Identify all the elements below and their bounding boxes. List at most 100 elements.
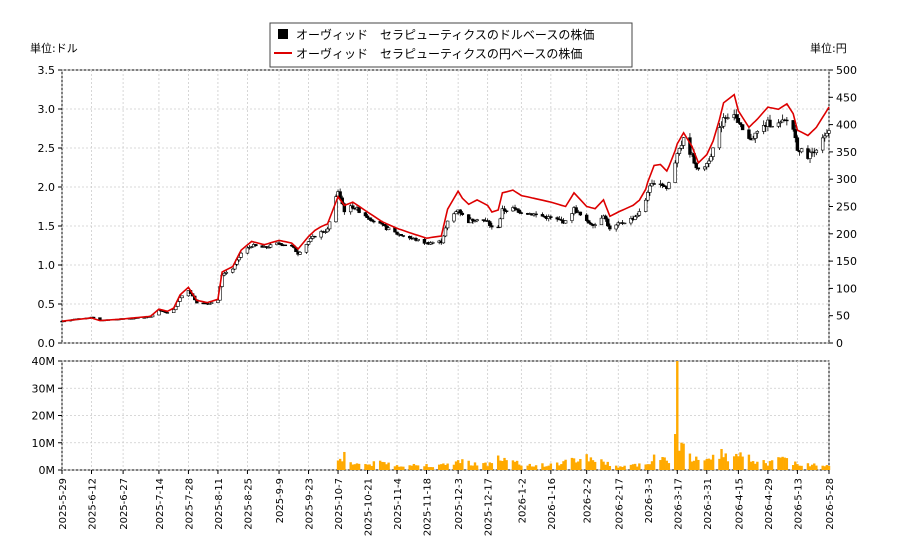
legend-usd-marker bbox=[278, 29, 288, 39]
volume-bar bbox=[705, 458, 708, 470]
date-tick-label: 2025-9-9 bbox=[275, 478, 286, 523]
volume-bar bbox=[353, 464, 357, 470]
candle-body bbox=[399, 234, 403, 236]
candle-body bbox=[721, 117, 726, 127]
volume-bar bbox=[395, 465, 399, 470]
date-tick-label: 2026-2-17 bbox=[614, 478, 625, 530]
volume-bar bbox=[381, 461, 384, 470]
volume-bar bbox=[526, 465, 529, 470]
right-unit-label: 単位:円 bbox=[810, 41, 847, 55]
volume-bar bbox=[665, 460, 668, 470]
candle-body bbox=[216, 299, 220, 303]
candle-body bbox=[589, 222, 593, 225]
candle-body bbox=[372, 220, 376, 223]
volume-bar bbox=[707, 458, 711, 470]
date-tick-label: 2025-11-18 bbox=[423, 478, 434, 536]
volume-bar bbox=[397, 466, 401, 470]
right-tick-label: 200 bbox=[836, 228, 857, 241]
volume-bar bbox=[709, 459, 713, 470]
candle-body bbox=[490, 225, 494, 228]
candle-body bbox=[249, 246, 254, 248]
volume-bar bbox=[547, 465, 550, 470]
right-tick-label: 150 bbox=[836, 255, 857, 268]
candle-body bbox=[702, 166, 707, 170]
candle-body bbox=[584, 214, 589, 221]
volume-bar bbox=[756, 461, 759, 470]
candle-body bbox=[694, 162, 698, 169]
volume-bar bbox=[726, 461, 730, 470]
volume-bar bbox=[414, 465, 418, 470]
price-gridlines bbox=[61, 69, 830, 344]
candle-body bbox=[540, 214, 545, 217]
candle-body bbox=[157, 309, 161, 316]
left-tick-label: 2.5 bbox=[38, 142, 56, 155]
volume-bar bbox=[454, 461, 458, 470]
candle-body bbox=[279, 243, 283, 246]
volume-bar bbox=[574, 462, 578, 470]
volume-bar bbox=[459, 463, 462, 470]
right-tick-label: 500 bbox=[836, 64, 857, 77]
volume-bar bbox=[690, 461, 694, 470]
volume-bar bbox=[703, 460, 706, 470]
candle-body bbox=[643, 199, 648, 212]
candle-body bbox=[637, 211, 642, 216]
volume-bar bbox=[351, 464, 354, 470]
volume-bar bbox=[619, 466, 622, 470]
candle-body bbox=[370, 219, 374, 222]
volume-bar bbox=[667, 463, 671, 470]
volume-bar bbox=[410, 465, 413, 470]
volume-bar bbox=[515, 460, 519, 470]
volume-bar bbox=[372, 461, 376, 470]
chart-legend: オーヴィッド セラピューティクスのドルベースの株価 オーヴィッド セラピューティ… bbox=[269, 22, 633, 68]
volume-bar bbox=[579, 459, 582, 470]
candle-body bbox=[635, 214, 639, 217]
candle-body bbox=[791, 120, 795, 130]
candle-body bbox=[622, 222, 627, 225]
volume-bar bbox=[490, 463, 494, 470]
left-unit-label: 単位:ドル bbox=[30, 41, 78, 55]
volume-bar bbox=[827, 465, 831, 470]
volume-bar bbox=[673, 434, 677, 470]
candle-body bbox=[599, 217, 604, 226]
candle-body bbox=[473, 220, 477, 222]
volume-bar bbox=[735, 453, 738, 470]
candle-body bbox=[380, 223, 384, 225]
candle-body bbox=[357, 207, 361, 213]
volume-plot-area bbox=[61, 360, 830, 471]
volume-bar bbox=[338, 458, 342, 470]
volume-bar bbox=[720, 448, 723, 470]
candle-body bbox=[778, 121, 783, 124]
volume-bar bbox=[442, 463, 445, 470]
candle-body bbox=[254, 244, 258, 247]
left-tick-label: 3.0 bbox=[38, 103, 56, 116]
volume-bar bbox=[697, 459, 700, 470]
candle-body bbox=[338, 191, 342, 199]
volume-bar bbox=[444, 464, 447, 470]
volume-bar bbox=[513, 461, 517, 470]
volume-bar bbox=[591, 460, 595, 470]
volume-bar bbox=[644, 464, 647, 470]
volume-bar bbox=[652, 454, 656, 470]
volume-bar bbox=[718, 458, 721, 470]
volume-bar bbox=[572, 458, 576, 470]
candle-body bbox=[515, 208, 519, 211]
volume-bar bbox=[692, 460, 696, 470]
volume-bar bbox=[600, 459, 603, 470]
volume-bar bbox=[558, 465, 561, 470]
candle-body bbox=[308, 238, 313, 242]
volume-bar bbox=[585, 454, 588, 470]
candle-body bbox=[458, 209, 462, 214]
right-tick-label: 350 bbox=[836, 146, 857, 159]
volume-bar bbox=[543, 466, 546, 470]
volume-bar bbox=[821, 465, 824, 470]
date-tick-label: 2026-3-3 bbox=[644, 478, 655, 523]
volume-bar bbox=[823, 466, 826, 470]
candle-body bbox=[517, 209, 521, 214]
volume-bar bbox=[336, 460, 340, 470]
volume-bar bbox=[570, 457, 574, 470]
date-tick-label: 2025-7-28 bbox=[184, 478, 195, 530]
candle-body bbox=[820, 137, 825, 151]
candle-body bbox=[445, 220, 450, 229]
